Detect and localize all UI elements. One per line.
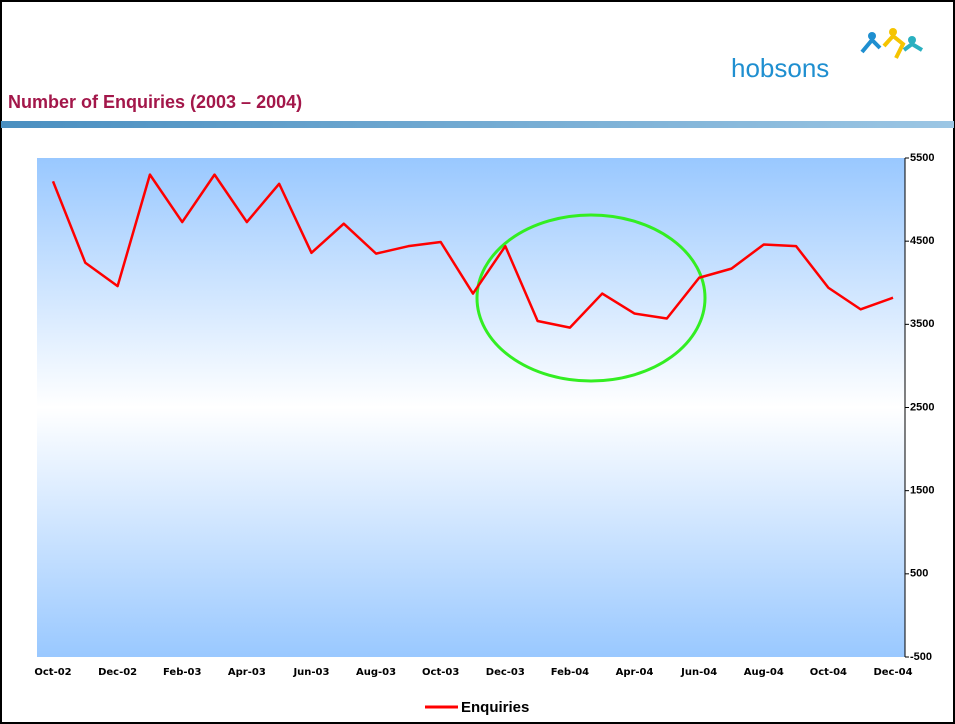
x-tick-label: Dec-03 bbox=[486, 667, 525, 678]
x-tick-label: Jun-03 bbox=[292, 667, 329, 678]
y-tick-label: 3500 bbox=[910, 318, 934, 330]
y-tick-label: 5500 bbox=[910, 152, 934, 164]
x-tick-label: Oct-04 bbox=[810, 667, 847, 678]
y-tick-label: -500 bbox=[910, 651, 932, 663]
x-tick-label: Dec-02 bbox=[98, 667, 137, 678]
header-bar bbox=[1, 121, 954, 128]
x-tick-label: Apr-03 bbox=[228, 667, 266, 678]
x-tick-label: Oct-03 bbox=[422, 667, 459, 678]
x-tick-label: Aug-04 bbox=[744, 667, 784, 678]
x-tick-label: Apr-04 bbox=[616, 667, 654, 678]
highlight-ellipse bbox=[475, 213, 707, 383]
plot-area bbox=[37, 158, 905, 657]
x-tick-label: Aug-03 bbox=[356, 667, 396, 678]
x-tick-label: Feb-04 bbox=[551, 667, 589, 678]
y-tick-label: 500 bbox=[910, 568, 928, 580]
y-tick-label: 2500 bbox=[910, 401, 934, 413]
x-tick-label: Oct-02 bbox=[34, 667, 71, 678]
y-tick-label: 4500 bbox=[910, 235, 934, 247]
x-tick-label: Jun-04 bbox=[680, 667, 717, 678]
legend-label: Enquiries bbox=[461, 699, 529, 716]
logo: hobsons bbox=[731, 53, 829, 83]
slide-title: Number of Enquiries (2003 – 2004) bbox=[8, 92, 302, 112]
x-tick-label: Feb-03 bbox=[163, 667, 201, 678]
data-line bbox=[51, 173, 894, 329]
logo-figures bbox=[860, 28, 924, 59]
y-tick-label: 1500 bbox=[910, 485, 934, 497]
x-tick-label: Dec-04 bbox=[873, 667, 912, 678]
